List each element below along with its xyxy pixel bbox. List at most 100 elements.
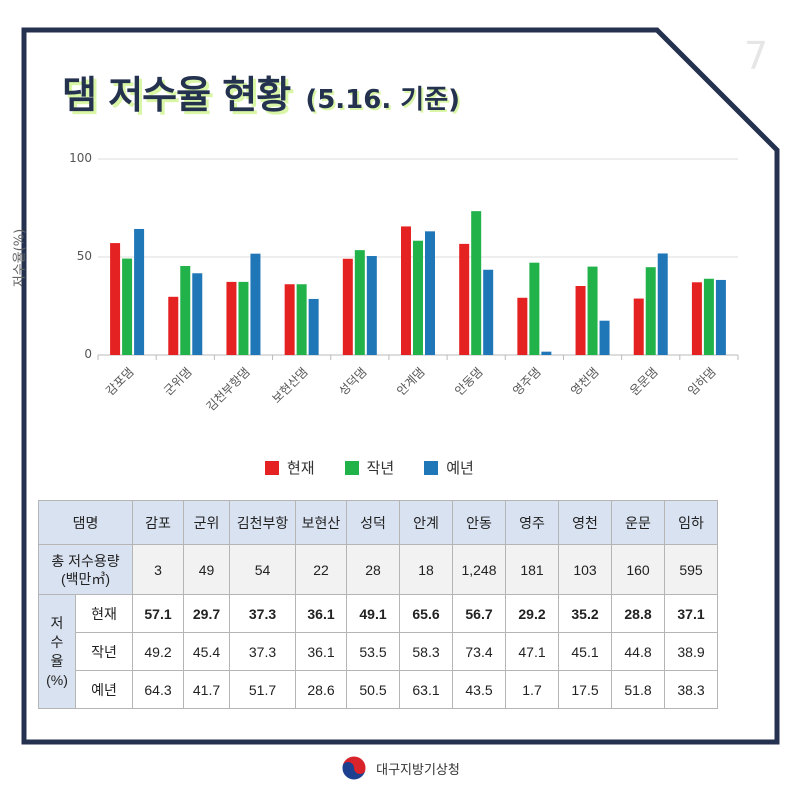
rate-label-2: 수: [50, 633, 64, 650]
rate-cell: 38.9: [664, 632, 718, 671]
dam-name-header: 김천부항: [229, 500, 296, 545]
rate-cell: 29.2: [505, 594, 559, 633]
y-tick-label: 0: [84, 347, 92, 361]
bar-normal: [715, 279, 726, 355]
row-label-current: 현재: [75, 594, 133, 633]
capacity-cell: 28: [346, 544, 400, 595]
bar-current: [110, 243, 121, 355]
legend-item-current: 현재: [265, 457, 315, 478]
rate-cell: 38.3: [664, 670, 718, 709]
bar-last-year: [587, 266, 598, 355]
dam-name-header: 임하: [664, 500, 718, 545]
bar-current: [401, 226, 411, 355]
rate-label-cell: 저 수 율 (%): [38, 594, 76, 709]
legend-label-normal: 예년: [446, 459, 474, 477]
bar-normal: [308, 298, 319, 355]
rate-label-1: 저: [50, 614, 64, 631]
rate-cell: 35.2: [558, 594, 612, 633]
rate-cell: 45.4: [183, 632, 230, 671]
bar-normal: [657, 253, 668, 355]
rate-cell: 28.6: [295, 670, 347, 709]
dam-name-header: 안계: [399, 500, 453, 545]
capacity-cell: 1,248: [452, 544, 506, 595]
taegeuk-logo-icon: [341, 755, 367, 781]
bar-chart: [97, 158, 739, 360]
bar-current: [633, 298, 644, 355]
capacity-cell: 54: [229, 544, 296, 595]
legend-swatch-normal: [424, 460, 439, 475]
capacity-label-cell: 총 저수용량 (백만㎥): [38, 544, 133, 595]
capacity-cell: 181: [505, 544, 559, 595]
bar-current: [168, 296, 179, 355]
rate-cell: 41.7: [183, 670, 230, 709]
capacity-cell: 18: [399, 544, 453, 595]
rate-cell: 47.1: [505, 632, 559, 671]
bar-last-year: [296, 284, 307, 355]
rate-cell: 44.8: [611, 632, 665, 671]
rate-cell: 73.4: [452, 632, 506, 671]
rate-cell: 49.2: [132, 632, 184, 671]
rate-cell: 36.1: [295, 594, 347, 633]
rate-cell: 50.5: [346, 670, 400, 709]
dam-name-header: 감포: [132, 500, 184, 545]
rate-cell: 51.7: [229, 670, 296, 709]
rate-cell: 37.3: [229, 594, 296, 633]
chart-legend: 현재 작년 예년: [265, 457, 474, 478]
bar-normal: [599, 320, 610, 355]
footer: 대구지방기상청: [0, 754, 800, 782]
dam-name-header: 운문: [611, 500, 665, 545]
dam-name-header: 영천: [558, 500, 612, 545]
rate-cell: 45.1: [558, 632, 612, 671]
rate-cell: 57.1: [132, 594, 184, 633]
rate-cell: 64.3: [132, 670, 184, 709]
legend-item-last-year: 작년: [344, 457, 395, 478]
bar-current: [517, 297, 528, 355]
page-subtitle: (5.16. 기준): [305, 85, 461, 115]
table-corner-label: 댐명: [38, 500, 133, 545]
bar-normal: [366, 256, 377, 355]
table-rate-row-normal: 예년 64.3 41.7 51.7 28.6 50.5 63.1 43.5 1.7 17.5 51…: [39, 670, 718, 709]
rate-cell: 28.8: [611, 594, 665, 633]
dam-name-header: 군위: [183, 500, 230, 545]
dam-name-header: 성덕: [346, 500, 400, 545]
bar-normal: [192, 273, 203, 355]
rate-cell: 51.8: [611, 670, 665, 709]
capacity-cell: 49: [183, 544, 230, 595]
bar-last-year: [180, 266, 191, 355]
row-label-normal: 예년: [75, 670, 133, 709]
bar-current: [459, 243, 470, 355]
legend-label-last-year: 작년: [366, 459, 395, 477]
bar-current: [226, 281, 237, 355]
bar-last-year: [122, 258, 133, 355]
title-block: 댐 저수율 현황 (5.16. 기준): [62, 64, 460, 119]
bar-normal: [134, 228, 145, 355]
rate-cell: 53.5: [346, 632, 400, 671]
capacity-cell: 3: [132, 544, 184, 595]
y-tick-label: 50: [76, 249, 92, 263]
rate-cell: 56.7: [452, 594, 506, 633]
rate-label-4: (%): [46, 671, 68, 688]
capacity-cell: 160: [611, 544, 665, 595]
rate-cell: 37.1: [664, 594, 718, 633]
rate-cell: 17.5: [558, 670, 612, 709]
capacity-cell: 595: [664, 544, 718, 595]
rate-cell: 1.7: [505, 670, 559, 709]
legend-swatch-last-year: [344, 460, 359, 475]
bar-current: [691, 282, 702, 355]
rate-cell: 63.1: [399, 670, 453, 709]
bar-last-year: [238, 281, 249, 355]
bar-last-year: [645, 267, 656, 355]
table-rate-row-current: 저 수 율 (%) 현재 57.1 29.7 37.3 36.1 49.1 65.6 56.…: [38, 594, 718, 709]
page-title: 댐 저수율 현황: [62, 73, 291, 117]
bar-last-year: [471, 211, 482, 355]
rate-cell: 65.6: [399, 594, 453, 633]
bar-last-year: [529, 262, 540, 355]
capacity-label: 총 저수용량: [51, 552, 120, 569]
dam-storage-table: 댐명 감포 군위 김천부항 보현산 성덕 안계 안동 영주 영천 운문 임하 총 저수용량 (백만㎥…: [38, 500, 718, 709]
bar-normal: [250, 253, 261, 355]
bar-last-year: [354, 250, 365, 355]
bar-normal: [541, 351, 552, 355]
legend-swatch-current: [265, 460, 279, 475]
org-name: 대구지방기상청: [376, 761, 460, 777]
bar-current: [284, 284, 295, 355]
